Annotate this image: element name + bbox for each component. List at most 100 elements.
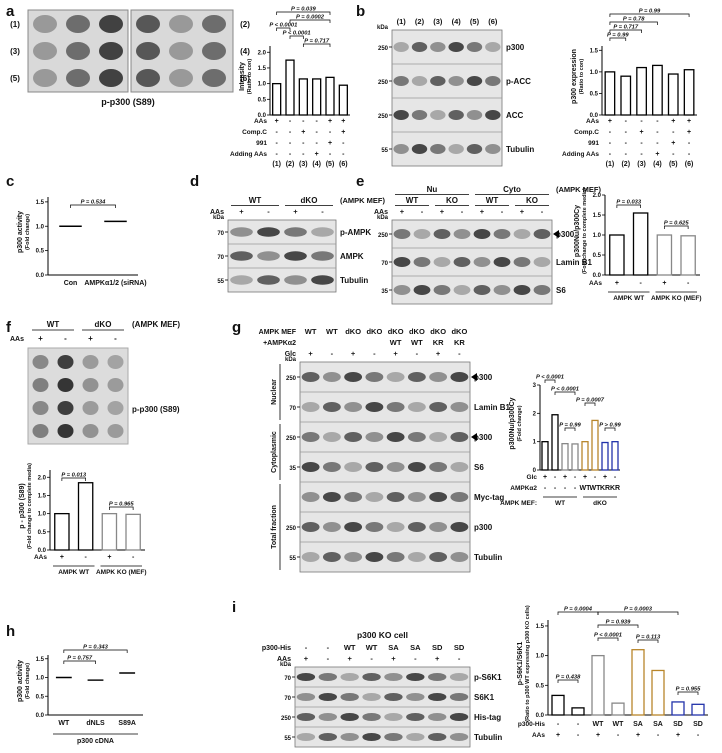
row-value: -	[564, 485, 567, 492]
group-title: AMPK MEF:	[500, 500, 537, 507]
row-value: +	[328, 140, 332, 147]
significance-bracket	[554, 391, 576, 395]
bar	[611, 441, 619, 471]
lane-label: -	[373, 349, 376, 358]
bar	[551, 694, 565, 716]
y-axis-label: p300 expression	[571, 49, 578, 104]
sample-label: (4)	[240, 47, 250, 56]
dot-spot	[169, 42, 193, 60]
band	[453, 257, 471, 267]
row-value: -	[625, 140, 628, 147]
row-value: -	[594, 474, 597, 481]
band	[365, 432, 384, 442]
significance-bracket	[70, 204, 116, 208]
band	[257, 251, 280, 261]
band	[406, 693, 425, 701]
lane-label: (5)	[470, 17, 480, 26]
lane-label: SD	[432, 643, 443, 652]
row-value: -	[609, 140, 612, 147]
band	[413, 229, 431, 239]
band	[301, 402, 320, 412]
lane-label: +	[440, 207, 445, 216]
band	[430, 144, 446, 154]
p-value: P = 0.939	[606, 620, 632, 626]
lane-label: KR	[454, 338, 465, 347]
x-tick-label: (6)	[685, 161, 694, 168]
band	[340, 673, 359, 681]
band	[448, 42, 464, 52]
dot-spot	[57, 355, 74, 369]
row-value: -	[697, 732, 700, 739]
band	[407, 492, 426, 502]
row-value: -	[557, 721, 560, 728]
significance-bracket	[609, 29, 642, 33]
band	[322, 402, 341, 412]
row-value: KR	[600, 485, 610, 492]
band	[384, 733, 403, 741]
row-value: -	[302, 118, 305, 125]
sample-label: (2)	[240, 20, 250, 29]
band	[386, 552, 405, 562]
lane-label: +	[304, 654, 309, 663]
p-value: P < 0.0001	[283, 31, 311, 37]
x-tick-label: WT	[58, 720, 70, 727]
row-name: p300-His	[262, 645, 291, 652]
bar	[298, 78, 308, 116]
band-label: S6	[556, 286, 566, 295]
x-tick-label: AMPKα1/2 (siRNA)	[84, 280, 146, 287]
y-tick-label: 1.0	[36, 224, 45, 230]
significance-bracket	[302, 43, 331, 47]
lane-label: SD	[454, 643, 465, 652]
band	[473, 229, 491, 239]
band-label: p300	[556, 230, 575, 239]
row-value: -	[302, 140, 305, 147]
row-value: +	[671, 140, 675, 147]
sample-label: (1)	[10, 20, 20, 29]
y-tick-label: 1.0	[38, 512, 47, 518]
band	[433, 257, 451, 267]
band-label: AMPK	[340, 252, 364, 261]
band	[450, 432, 469, 442]
band	[230, 227, 253, 237]
y-axis-label: p - p300 (S89)	[19, 483, 26, 529]
band	[513, 229, 531, 239]
band	[344, 492, 363, 502]
row-value: -	[302, 151, 305, 158]
y-tick-label: 0.0	[38, 548, 47, 554]
bar	[591, 654, 605, 716]
lane-label: -	[541, 207, 544, 216]
dot-spot	[107, 378, 124, 392]
row-value: -	[574, 474, 577, 481]
significance-bracket	[557, 679, 579, 683]
band-label: Tubulin	[474, 553, 502, 562]
group-label: WT	[406, 196, 419, 205]
bar	[601, 441, 609, 471]
row-value: +	[687, 129, 691, 136]
lane-label: WT	[411, 338, 423, 347]
kda-marker: 70	[284, 696, 291, 702]
x-tick-label: (1)	[606, 161, 615, 168]
row-value: +	[556, 732, 560, 739]
band	[450, 462, 469, 472]
row-value: +	[603, 474, 607, 481]
row-value: +	[655, 151, 659, 158]
arrowhead	[471, 373, 477, 381]
band-label: S6K1	[474, 693, 495, 702]
band	[533, 285, 551, 295]
band	[284, 251, 307, 261]
dot-spot	[202, 42, 226, 60]
lane-label: +	[347, 654, 352, 663]
y-tick-label: 0.0	[258, 113, 267, 119]
band	[406, 673, 425, 681]
band	[393, 257, 411, 267]
lane-label: dKO	[345, 327, 361, 336]
sample-label: (3)	[10, 47, 20, 56]
lane-label: +	[436, 349, 441, 358]
lane-label: KR	[433, 338, 444, 347]
group-label: WT	[486, 196, 499, 205]
group-label: dKO	[301, 196, 318, 205]
band	[428, 713, 447, 721]
kda-marker: 70	[381, 261, 388, 267]
band	[318, 733, 337, 741]
y-tick-label: 0.0	[36, 273, 45, 279]
